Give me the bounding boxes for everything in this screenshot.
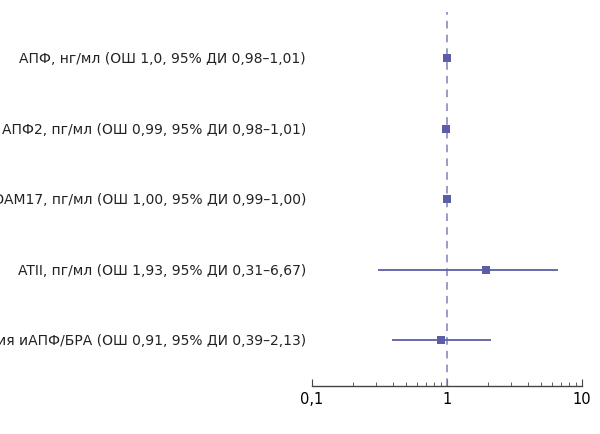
Text: терапия иАПФ/БРА (ОШ 0,91, 95% ДИ 0,39–2,13): терапия иАПФ/БРА (ОШ 0,91, 95% ДИ 0,39–2… xyxy=(0,333,306,348)
Text: АПФ, нг/мл (ОШ 1,0, 95% ДИ 0,98–1,01): АПФ, нг/мл (ОШ 1,0, 95% ДИ 0,98–1,01) xyxy=(19,52,306,66)
Text: ADAM17, пг/мл (ОШ 1,00, 95% ДИ 0,99–1,00): ADAM17, пг/мл (ОШ 1,00, 95% ДИ 0,99–1,00… xyxy=(0,193,306,207)
Text: АПФ2, пг/мл (ОШ 0,99, 95% ДИ 0,98–1,01): АПФ2, пг/мл (ОШ 0,99, 95% ДИ 0,98–1,01) xyxy=(2,122,306,136)
Text: ATII, пг/мл (ОШ 1,93, 95% ДИ 0,31–6,67): ATII, пг/мл (ОШ 1,93, 95% ДИ 0,31–6,67) xyxy=(18,263,306,277)
